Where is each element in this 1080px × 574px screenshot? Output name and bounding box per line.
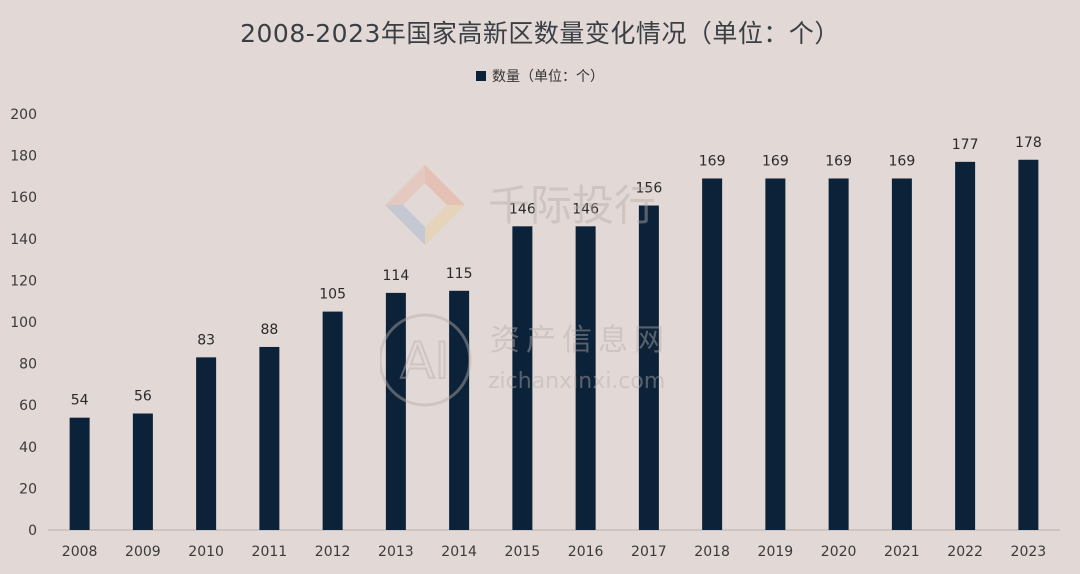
data-label: 115 [446, 266, 473, 282]
bar [702, 178, 723, 531]
x-tick-label: 2016 [568, 544, 604, 560]
bar [196, 357, 217, 530]
y-axis: 0 20 40 60 80 100 120 140 160 180 200 [10, 107, 37, 539]
data-label: 169 [889, 153, 916, 169]
x-tick-label: 2009 [125, 544, 161, 560]
bar [638, 205, 659, 530]
x-tick-label: 2012 [315, 544, 351, 560]
x-axis: 2008 2009 2010 2011 2012 2013 2014 2015 2016 2017… [62, 544, 1046, 560]
y-tick-label: 40 [19, 440, 37, 456]
data-label: 169 [762, 153, 789, 169]
x-tick-label: 2010 [188, 544, 224, 560]
x-tick-label: 2013 [378, 544, 414, 560]
data-label: 105 [319, 287, 346, 303]
chart-title: 2008-2023年国家高新区数量变化情况（单位：个） [240, 19, 840, 48]
bar [385, 292, 406, 530]
x-tick-label: 2021 [884, 544, 920, 560]
y-tick-label: 100 [10, 315, 37, 331]
bar [449, 290, 470, 530]
x-tick-label: 2020 [821, 544, 857, 560]
y-tick-label: 120 [10, 273, 37, 289]
data-label: 169 [699, 153, 726, 169]
x-tick-label: 2011 [252, 544, 288, 560]
bar [955, 161, 976, 530]
y-tick-label: 180 [10, 149, 37, 165]
x-tick-label: 2022 [947, 544, 983, 560]
y-tick-label: 0 [28, 523, 37, 539]
y-tick-label: 140 [10, 232, 37, 248]
bar [69, 417, 90, 530]
data-label: 177 [952, 137, 979, 153]
bar [512, 226, 533, 530]
data-label: 169 [825, 153, 852, 169]
x-tick-label: 2008 [62, 544, 98, 560]
legend-label: 数量（单位：个） [492, 69, 604, 85]
y-tick-label: 20 [19, 481, 37, 497]
x-tick-label: 2018 [694, 544, 730, 560]
bar [1018, 159, 1039, 530]
data-label: 88 [260, 322, 278, 338]
bar [259, 346, 280, 530]
bar [575, 226, 596, 530]
bar [322, 311, 343, 530]
bar-series: 54 56 83 88 105 114 115 146 146 156 169 169 169 169 17… [69, 135, 1042, 531]
data-label: 83 [197, 332, 215, 348]
data-label: 156 [636, 181, 663, 197]
data-label: 178 [1015, 135, 1042, 151]
data-label: 56 [134, 389, 152, 405]
data-label: 114 [383, 268, 410, 284]
x-tick-label: 2017 [631, 544, 667, 560]
y-tick-label: 80 [19, 357, 37, 373]
data-label: 54 [71, 393, 89, 409]
chart-legend: 数量（单位：个） [0, 66, 1080, 86]
y-tick-label: 160 [10, 190, 37, 206]
y-tick-label: 60 [19, 398, 37, 414]
y-tick-label: 200 [10, 107, 37, 123]
data-label: 146 [572, 201, 599, 217]
legend-swatch [476, 71, 486, 81]
data-label: 146 [509, 201, 536, 217]
x-tick-label: 2023 [1011, 544, 1047, 560]
bar [765, 178, 786, 531]
x-tick-label: 2015 [505, 544, 541, 560]
x-tick-label: 2014 [441, 544, 477, 560]
bar [828, 178, 849, 531]
x-tick-label: 2019 [758, 544, 794, 560]
bar [132, 413, 153, 530]
bar [891, 178, 912, 531]
